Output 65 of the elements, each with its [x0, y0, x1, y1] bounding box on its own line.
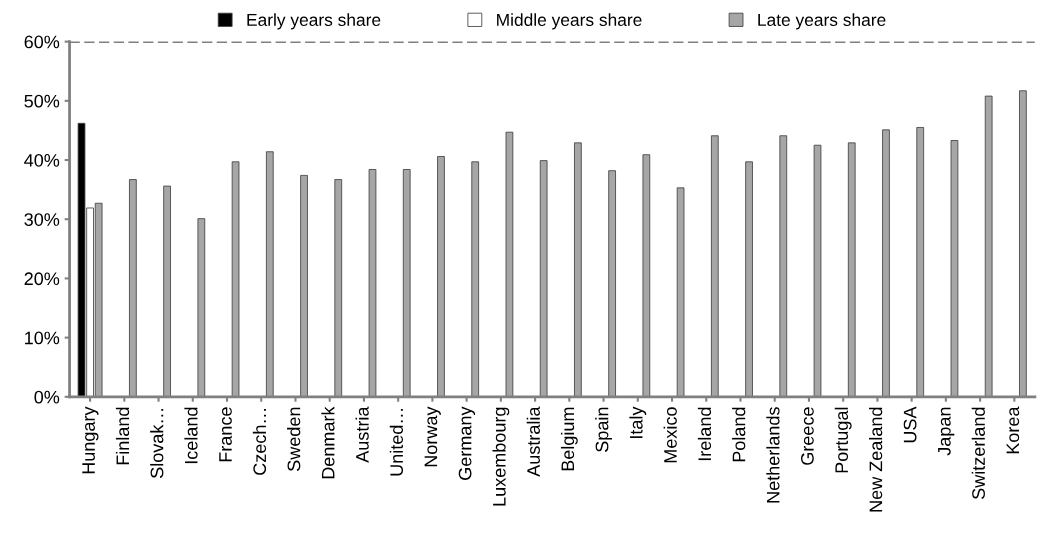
- bar: [471, 161, 480, 397]
- x-tick-label: Slovak…: [150, 409, 164, 478]
- x-tick-label: Ireland: [697, 407, 712, 461]
- x-tick-label: Czech…: [252, 409, 267, 475]
- bar: [984, 95, 993, 397]
- bar: [368, 169, 377, 397]
- x-tick-label: France: [219, 407, 232, 462]
- bar: [745, 161, 753, 397]
- bar: [265, 151, 274, 397]
- legend-label: Early years share: [247, 13, 381, 30]
- x-tick-label: Japan: [938, 407, 955, 456]
- bar: [539, 160, 548, 397]
- bar: [574, 142, 582, 397]
- bar: [916, 127, 925, 397]
- x-tick-label: Poland: [732, 407, 746, 462]
- x-tick-label: Korea: [1006, 406, 1020, 454]
- x-tick-label: Austria: [355, 406, 369, 463]
- x-tick-label: Switzerland: [971, 407, 985, 500]
- x-tick-label: Spain: [595, 407, 612, 452]
- y-tick-label: 60%: [24, 35, 60, 49]
- x-tick-label: Mexico: [663, 407, 677, 463]
- bar: [197, 218, 206, 397]
- x-tick-label: United…: [389, 409, 404, 476]
- x-tick-label: Denmark: [321, 406, 335, 479]
- bar: [779, 135, 788, 397]
- y-tick-label: 50%: [24, 94, 60, 108]
- y-tick-label: 40%: [24, 153, 60, 167]
- bar: [710, 135, 719, 397]
- legend-label: Late years share: [758, 13, 886, 30]
- bar: [882, 129, 890, 397]
- bar: [505, 131, 514, 397]
- x-tick-label: Portugal: [834, 407, 852, 473]
- bar: [129, 179, 137, 397]
- bar: [231, 161, 240, 397]
- bar: [300, 175, 308, 397]
- bar: [402, 169, 411, 397]
- legend-label: Middle years share: [497, 13, 642, 30]
- x-tick-label: Australia: [526, 406, 540, 477]
- y-tick-label: 20%: [24, 272, 60, 286]
- bar: [334, 179, 343, 397]
- x-tick-label: Norway: [424, 406, 441, 467]
- x-tick-label: Hungary: [82, 406, 99, 474]
- x-tick-label: Greece: [801, 407, 814, 465]
- x-tick-label: Netherlands: [766, 407, 780, 503]
- bar: [608, 170, 616, 397]
- bar: [1019, 90, 1027, 397]
- x-tick-label: Luxembourg: [492, 407, 510, 506]
- x-tick-label: Germany: [458, 406, 476, 480]
- x-tick-label: USA: [903, 406, 917, 443]
- bar: [642, 154, 651, 397]
- y-tick-label: 30%: [24, 213, 60, 226]
- x-tick-label: Finland: [115, 407, 130, 465]
- bar: [847, 142, 856, 397]
- x-tick-label: Sweden: [287, 407, 301, 471]
- x-tick-label: Italy: [629, 406, 647, 438]
- y-tick-label: 0%: [34, 390, 60, 404]
- bar: [437, 156, 445, 397]
- bar: [813, 144, 822, 397]
- bar: [950, 140, 959, 397]
- x-tick-label: Iceland: [184, 407, 198, 464]
- x-tick-label: Belgium: [560, 407, 578, 471]
- x-tick-label: New Zealand: [869, 407, 883, 512]
- bar: [676, 187, 685, 397]
- y-tick-label: 10%: [25, 331, 60, 345]
- bar: [163, 185, 171, 397]
